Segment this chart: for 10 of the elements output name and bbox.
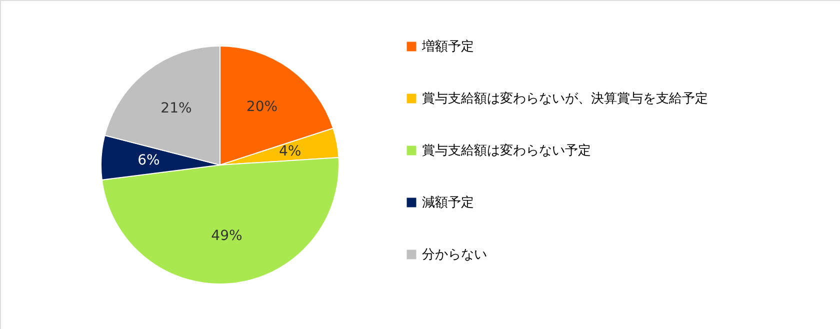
legend-label: 増額予定 bbox=[421, 38, 474, 54]
data-label: 4% bbox=[279, 144, 302, 160]
legend-label: 減額予定 bbox=[422, 196, 474, 210]
data-label: 6% bbox=[138, 152, 160, 169]
legend-label: 分からない bbox=[422, 248, 487, 262]
data-label: 49% bbox=[211, 228, 242, 244]
legend-label: 賞与支給額は変わらないが、決算賞与を支給予定 bbox=[422, 90, 708, 106]
data-label: 21% bbox=[160, 100, 192, 117]
legend-label: 賞与支給額は変わらない予定 bbox=[422, 142, 591, 158]
data-label: 20% bbox=[246, 99, 278, 116]
